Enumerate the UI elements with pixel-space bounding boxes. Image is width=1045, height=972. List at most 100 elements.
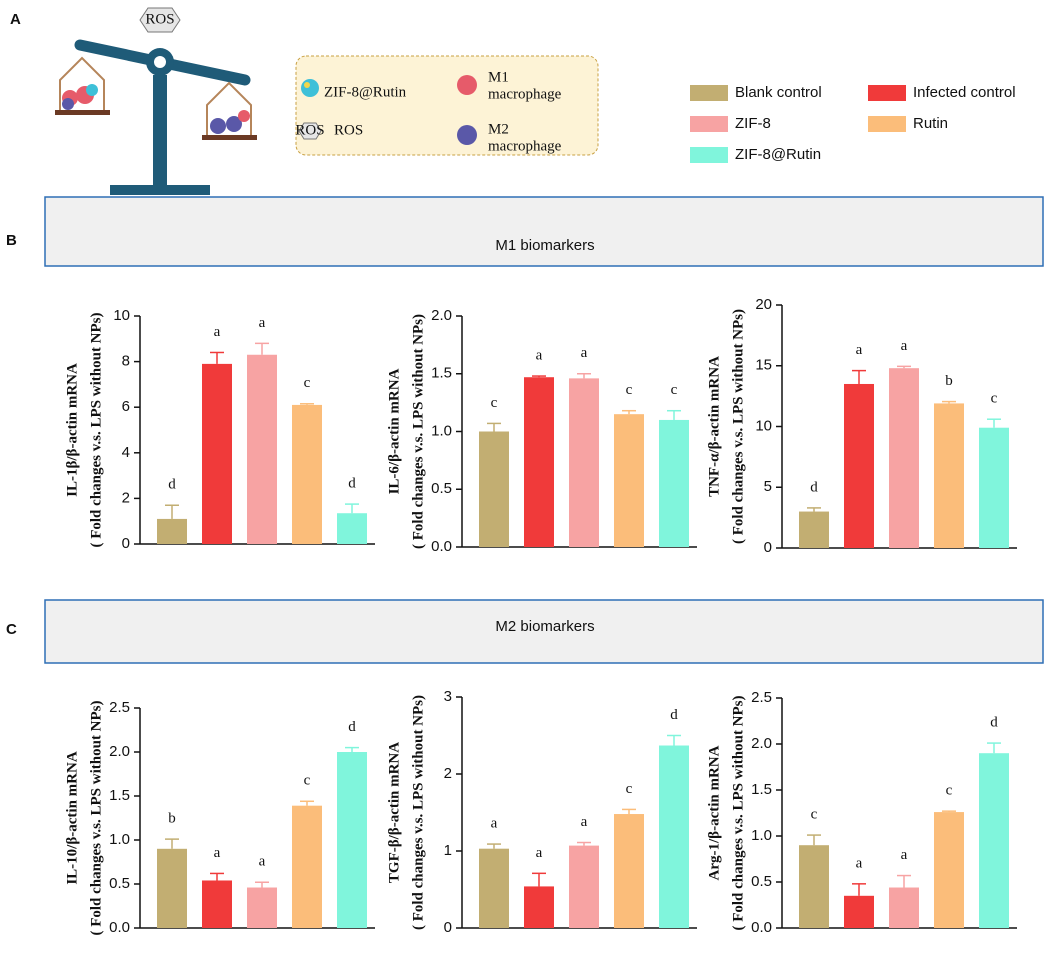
key-item: M1 bbox=[488, 69, 509, 85]
y-axis-label: ( Fold changes v.s. LPS without NPs) bbox=[88, 312, 104, 547]
significance-letter: c bbox=[946, 783, 953, 799]
y-tick-label: 6 bbox=[122, 398, 130, 415]
y-tick-label: 2.5 bbox=[751, 689, 772, 706]
y-tick-label: 1.0 bbox=[431, 422, 452, 439]
y-axis-label: ( Fold changes v.s. LPS without NPs) bbox=[730, 309, 746, 544]
bar bbox=[889, 887, 919, 928]
significance-letter: a bbox=[259, 854, 266, 870]
y-axis-label: ( Fold changes v.s. LPS without NPs) bbox=[88, 700, 104, 935]
legend-label: ZIF-8@Rutin bbox=[735, 146, 821, 163]
bar bbox=[524, 377, 554, 547]
panel-label: A bbox=[10, 11, 21, 28]
bar bbox=[614, 814, 644, 928]
y-tick-label: 5 bbox=[764, 478, 772, 495]
y-tick-label: 1.0 bbox=[751, 827, 772, 844]
y-tick-label: 2.0 bbox=[751, 735, 772, 752]
significance-letter: d bbox=[990, 715, 998, 731]
section-header bbox=[44, 599, 1044, 664]
y-tick-label: 2.5 bbox=[109, 699, 130, 716]
bar bbox=[202, 363, 232, 544]
y-tick-label: 10 bbox=[755, 417, 772, 434]
bar bbox=[247, 887, 277, 928]
legend-label: Infected control bbox=[913, 84, 1016, 101]
y-tick-label: 0.0 bbox=[431, 538, 452, 555]
bar bbox=[979, 753, 1009, 928]
significance-letter: a bbox=[536, 845, 543, 861]
section-header bbox=[44, 196, 1044, 267]
key-item: ZIF-8@Rutin bbox=[324, 84, 407, 100]
y-tick-label: 0.0 bbox=[751, 919, 772, 936]
y-tick-label: 0.5 bbox=[431, 480, 452, 497]
legend-swatch bbox=[690, 116, 728, 132]
legend-label: Blank control bbox=[735, 84, 822, 101]
significance-letter: a bbox=[901, 338, 908, 354]
significance-letter: c bbox=[304, 773, 311, 789]
y-axis-label: IL-6/β-actin mRNA bbox=[386, 368, 402, 494]
bar bbox=[569, 378, 599, 547]
bar bbox=[799, 845, 829, 928]
significance-letter: c bbox=[671, 382, 678, 398]
significance-letter: c bbox=[991, 391, 998, 407]
significance-letter: d bbox=[670, 707, 678, 723]
legend-swatch bbox=[868, 85, 906, 101]
y-tick-label: 1.5 bbox=[109, 787, 130, 804]
bar bbox=[844, 383, 874, 548]
significance-letter: d bbox=[168, 477, 176, 493]
y-tick-label: 1.5 bbox=[751, 781, 772, 798]
hex-label: ROS bbox=[145, 11, 174, 27]
y-tick-label: 0 bbox=[444, 919, 452, 936]
y-tick-label: 2 bbox=[444, 765, 452, 782]
y-tick-label: 10 bbox=[113, 307, 130, 324]
bar bbox=[337, 513, 367, 544]
y-tick-label: 2 bbox=[122, 489, 130, 506]
y-tick-label: 2.0 bbox=[109, 743, 130, 760]
balance-illustration: ROS bbox=[55, 7, 257, 195]
hex-label: ROS bbox=[295, 122, 324, 138]
schematic-key: ROS ZIF-8@Rutin ROS M1 macrophage M2 mac… bbox=[295, 55, 599, 156]
y-tick-label: 20 bbox=[755, 296, 772, 313]
y-axis-label: IL-1β/β-actin mRNA bbox=[64, 363, 80, 497]
y-axis-label: TNF-α/β-actin mRNA bbox=[706, 356, 722, 497]
key-item: macrophage bbox=[488, 86, 562, 102]
significance-letter: a bbox=[214, 845, 221, 861]
key-item: M2 bbox=[488, 121, 509, 137]
significance-letter: c bbox=[491, 395, 498, 411]
bar bbox=[889, 368, 919, 548]
y-tick-label: 2.0 bbox=[431, 307, 452, 324]
significance-letter: c bbox=[626, 382, 633, 398]
significance-letter: a bbox=[259, 315, 266, 331]
y-tick-label: 0.5 bbox=[109, 875, 130, 892]
bar bbox=[614, 414, 644, 547]
bar bbox=[202, 880, 232, 928]
key-item: ROS bbox=[334, 122, 363, 138]
legend-swatch bbox=[690, 147, 728, 163]
significance-letter: a bbox=[581, 345, 588, 361]
bar bbox=[934, 812, 964, 928]
y-axis-label: IL-10/β-actin mRNA bbox=[64, 751, 80, 884]
bar bbox=[247, 354, 277, 544]
bar bbox=[479, 848, 509, 928]
y-tick-label: 3 bbox=[444, 688, 452, 705]
bar bbox=[659, 745, 689, 928]
significance-letter: d bbox=[348, 476, 356, 492]
bar bbox=[524, 886, 554, 928]
significance-letter: a bbox=[856, 342, 863, 358]
y-tick-label: 4 bbox=[122, 444, 130, 461]
significance-letter: d bbox=[348, 719, 356, 735]
key-item: macrophage bbox=[488, 138, 562, 154]
significance-letter: a bbox=[536, 347, 543, 363]
y-axis-label: Arg-1/β-actin mRNA bbox=[706, 745, 722, 880]
legend-swatch bbox=[690, 85, 728, 101]
y-tick-label: 8 bbox=[122, 353, 130, 370]
y-tick-label: 0 bbox=[122, 535, 130, 552]
panel-label: B bbox=[6, 232, 17, 249]
y-axis-label: TGF-β/β-actin mRNA bbox=[386, 742, 402, 883]
y-tick-label: 1.0 bbox=[109, 831, 130, 848]
significance-letter: b bbox=[168, 811, 176, 827]
significance-letter: c bbox=[811, 807, 818, 823]
bar bbox=[799, 511, 829, 548]
section-title: M1 biomarkers bbox=[495, 237, 594, 254]
y-axis-label: ( Fold changes v.s. LPS without NPs) bbox=[410, 314, 426, 549]
legend-swatch bbox=[868, 116, 906, 132]
